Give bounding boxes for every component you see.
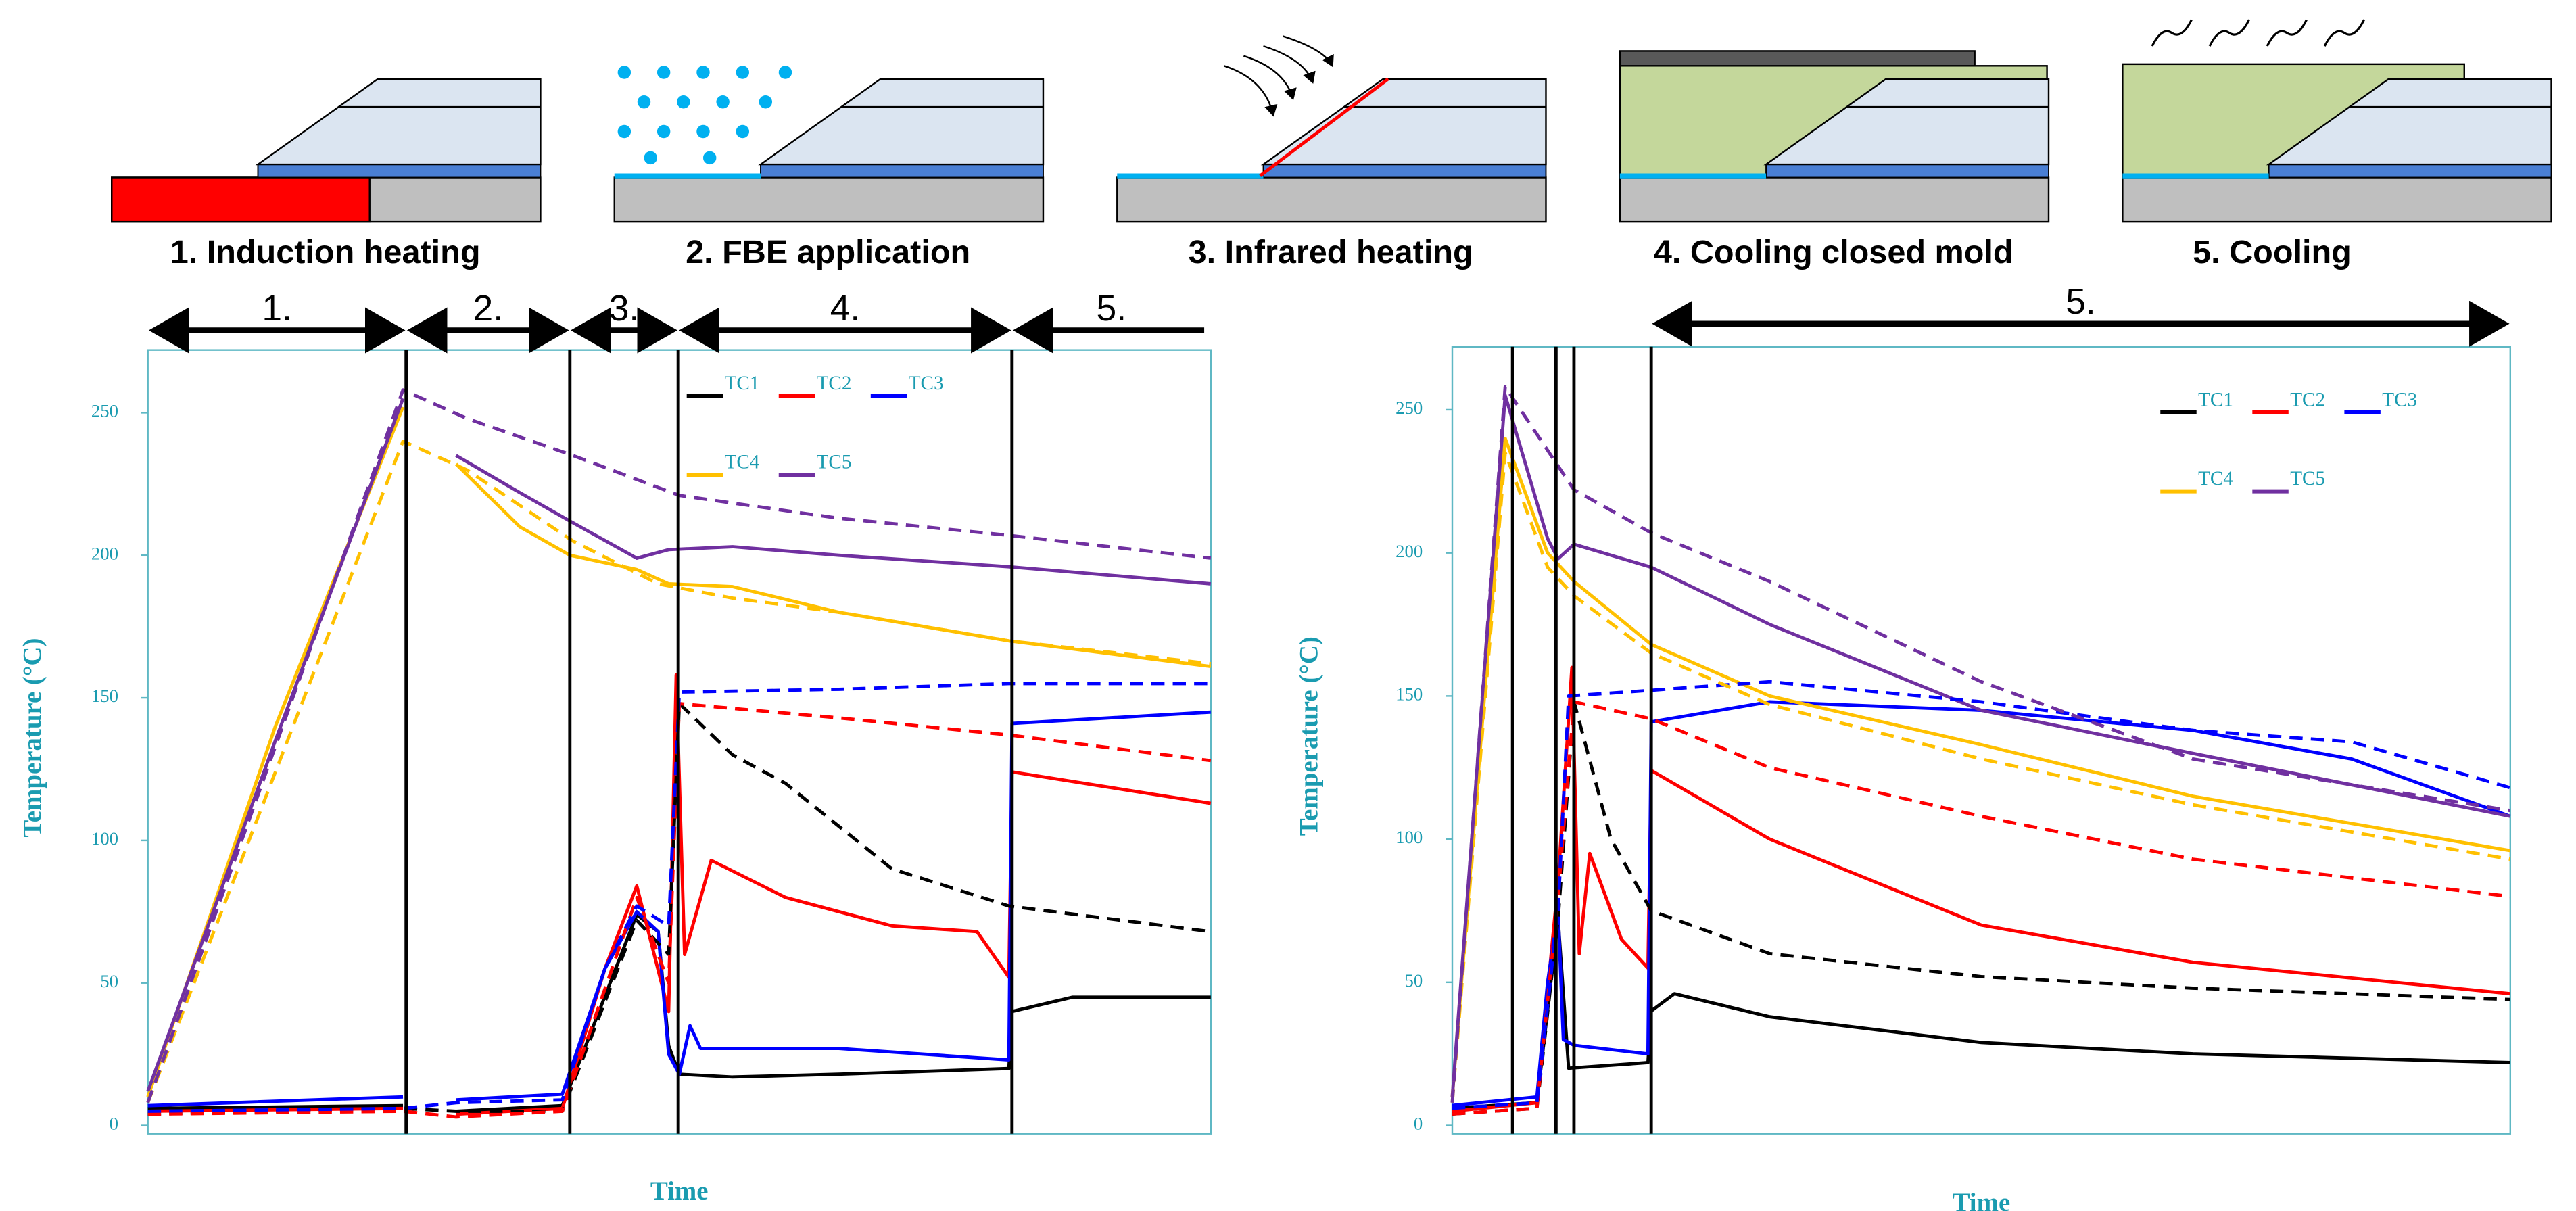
phase-label: 2. <box>473 289 503 329</box>
fbe-particle <box>716 95 729 108</box>
phase-label: 1. <box>262 289 292 329</box>
x-axis-label: Time <box>1953 1188 2011 1211</box>
inner-layer <box>258 164 540 177</box>
fbe-particle <box>618 125 631 138</box>
fbe-particle <box>736 66 749 78</box>
y-tick-label: 200 <box>1396 541 1423 561</box>
fbe-particle <box>703 151 716 164</box>
coating <box>761 79 1043 164</box>
fbe-particle <box>779 66 792 78</box>
substrate <box>1117 178 1546 222</box>
series-line <box>1452 453 2510 1103</box>
legend-label: TC4 <box>2198 468 2233 490</box>
ir-ray <box>1243 56 1293 99</box>
charts: 0 50 100 150 200 250 Temperature (°C) Time 1. 2. 3… <box>18 282 2510 1211</box>
y-axis-label: Temperature (°C) <box>18 638 47 838</box>
y-axis-label: Temperature (°C) <box>1295 636 1324 836</box>
fbe-particle <box>696 66 709 78</box>
coating <box>258 79 540 164</box>
substrate <box>1620 178 2049 222</box>
legend-label: TC3 <box>909 373 944 394</box>
stage-panel: 5. Cooling <box>2122 20 2551 270</box>
legend-label: TC5 <box>817 452 852 473</box>
y-tick-label: 250 <box>91 401 118 421</box>
figure: 1. Induction heating 2. FBE application 3.… <box>0 0 2576 1211</box>
series-line <box>1452 702 2510 1106</box>
legend-label: TC3 <box>2382 389 2417 410</box>
stage-panel: 2. FBE application <box>615 66 1043 270</box>
fbe-particle <box>644 151 657 164</box>
fbe-particle <box>657 66 670 78</box>
legend-label: TC2 <box>2290 389 2325 410</box>
y-tick-label: 150 <box>1396 684 1423 705</box>
stage-panel: 3. Infrared heating <box>1117 37 1546 270</box>
substrate <box>615 178 1043 222</box>
stage-panel: 1. Induction heating <box>112 79 540 270</box>
phase-label: 4. <box>830 289 861 329</box>
legend-label: TC5 <box>2290 468 2325 490</box>
series-line <box>1452 438 2510 1097</box>
chart: 0 50 100 150 200 250 Temperature (°C) Time 1. 2. 3… <box>18 289 1211 1206</box>
coating <box>1264 79 1546 164</box>
phase-label: 5. <box>1097 289 1127 329</box>
fbe-particle <box>638 95 650 108</box>
ir-ray <box>1224 66 1273 115</box>
inner-layer <box>2269 164 2552 177</box>
stage-label: 3. Infrared heating <box>1189 234 1473 270</box>
stage-label: 5. Cooling <box>2193 234 2352 270</box>
phase-label: 3. <box>609 289 640 329</box>
stage-label: 1. Induction heating <box>170 234 481 270</box>
fbe-particle <box>618 66 631 78</box>
legend-label: TC1 <box>725 373 760 394</box>
chart: 0 50 100 150 200 250 Temperature (°C) Time 5. TC1… <box>1295 282 2510 1211</box>
inner-layer <box>1766 164 2049 177</box>
y-tick-label: 50 <box>1405 970 1423 991</box>
stage-panel: 4. Cooling closed mold <box>1620 51 2049 270</box>
y-tick-label: 0 <box>1414 1114 1423 1134</box>
substrate <box>2122 178 2551 222</box>
series-line <box>1452 920 2510 1108</box>
legend-label: TC1 <box>2198 389 2233 410</box>
phase-label: 5. <box>2066 282 2096 322</box>
ir-ray <box>1283 37 1333 66</box>
heat-wave <box>2324 20 2364 46</box>
inner-layer <box>761 164 1043 177</box>
heat-wave <box>2152 20 2191 46</box>
plot-frame <box>1452 347 2510 1134</box>
heat-wave <box>2210 20 2249 46</box>
y-tick-label: 150 <box>91 686 118 706</box>
process-diagrams: 1. Induction heating 2. FBE application 3.… <box>112 20 2551 270</box>
ir-ray <box>1264 46 1313 82</box>
legend-label: TC2 <box>817 373 852 394</box>
y-tick-label: 0 <box>110 1114 118 1134</box>
y-tick-label: 250 <box>1396 398 1423 418</box>
legend-label: TC4 <box>725 452 760 473</box>
fbe-particle <box>696 125 709 138</box>
stage-label: 2. FBE application <box>686 234 970 270</box>
fbe-particle <box>759 95 772 108</box>
y-tick-label: 100 <box>1396 827 1423 847</box>
y-tick-label: 200 <box>91 543 118 563</box>
inner-layer <box>1264 164 1546 177</box>
fbe-particle <box>657 125 670 138</box>
y-tick-label: 50 <box>100 971 118 991</box>
induction-zone <box>112 178 369 222</box>
series-line <box>1452 667 2510 1111</box>
x-axis-label: Time <box>650 1177 709 1206</box>
stage-label: 4. Cooling closed mold <box>1654 234 2013 270</box>
y-tick-label: 100 <box>91 828 118 849</box>
fbe-particle <box>677 95 690 108</box>
fbe-particle <box>736 125 749 138</box>
heat-wave <box>2267 20 2306 46</box>
